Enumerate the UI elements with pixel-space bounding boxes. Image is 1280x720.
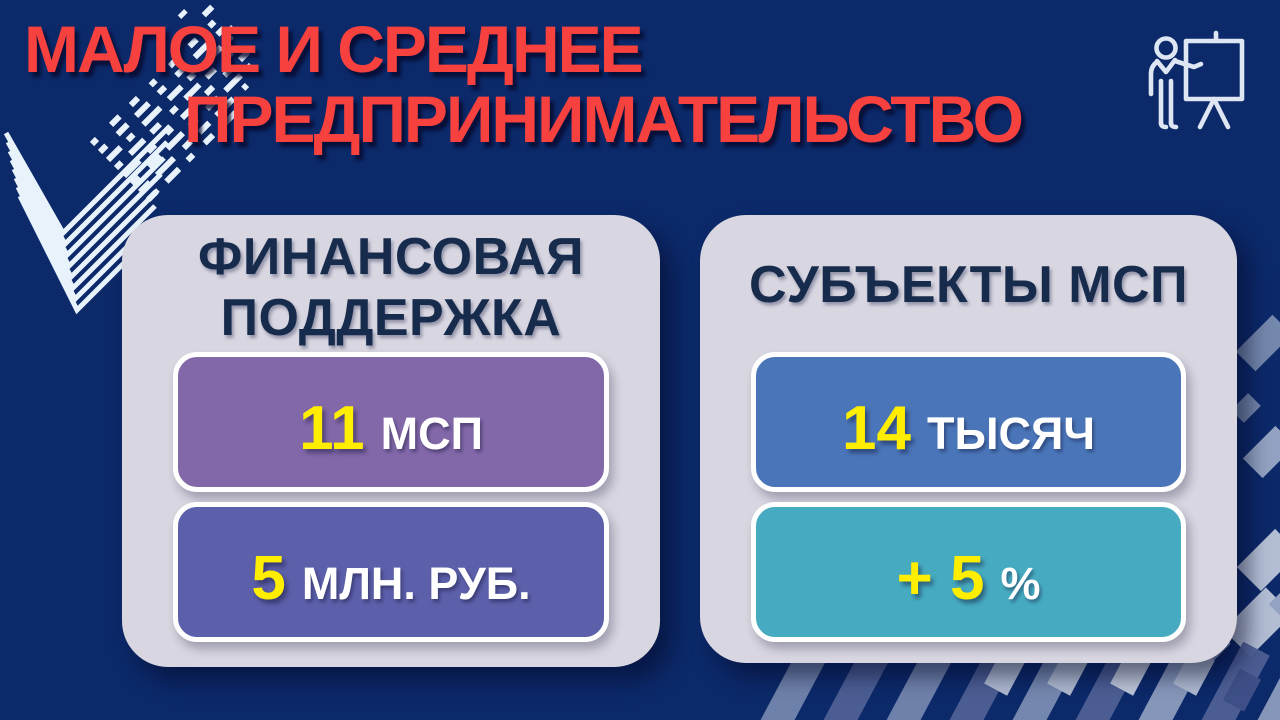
stat-unit: ТЫСЯЧ <box>926 408 1095 459</box>
stat-unit: МЛН. РУБ. <box>301 558 531 609</box>
slide-title-line1: МАЛОЕ И СРЕДНЕЕ <box>24 12 644 86</box>
stat-value: 11 <box>299 394 365 463</box>
card-sme-subjects: СУБЪЕКТЫ МСП 14 ТЫСЯЧ + 5 % <box>700 215 1237 663</box>
stat-box-msp-supported: 11 МСП <box>173 352 609 492</box>
card-sme-subjects-header: СУБЪЕКТЫ МСП <box>749 256 1188 314</box>
stat-box-sme-count: 14 ТЫСЯЧ <box>751 352 1186 492</box>
card-financial-support: ФИНАНСОВАЯ ПОДДЕРЖКА 11 МСП 5 МЛН. РУБ. <box>122 215 660 667</box>
card-financial-support-header: ФИНАНСОВАЯ ПОДДЕРЖКА <box>197 228 584 347</box>
stat-unit: % <box>1000 558 1041 609</box>
stat-unit: МСП <box>380 408 483 459</box>
stat-box-sme-growth: + 5 % <box>751 502 1186 642</box>
stat-value: 5 <box>251 544 286 613</box>
slide-title: МАЛОЕ И СРЕДНЕЕ ПРЕДПРИНИМАТЕЛЬСТВО <box>24 12 1024 156</box>
stat-value: + 5 <box>896 544 985 613</box>
stat-value: 14 <box>842 394 911 463</box>
stat-box-support-amount: 5 МЛН. РУБ. <box>173 502 609 642</box>
slide-title-line2: ПРЕДПРИНИМАТЕЛЬСТВО <box>184 82 1024 156</box>
presenter-board-icon <box>1148 30 1245 130</box>
